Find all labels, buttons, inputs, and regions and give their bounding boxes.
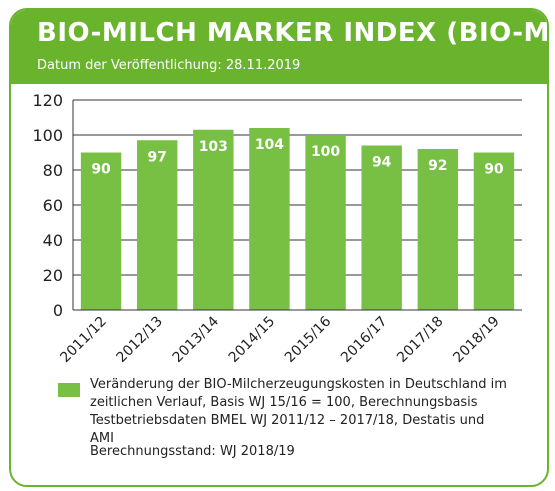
x-tick-label: 2018/19 (450, 314, 502, 366)
calculation-status: Berechnungsstand: WJ 2018/19 (90, 444, 295, 459)
y-tick-label: 80 (43, 161, 63, 180)
bar (193, 129, 234, 310)
bar (417, 149, 459, 310)
data-label: 90 (484, 162, 504, 178)
bar (361, 145, 402, 310)
data-label: 104 (255, 137, 284, 153)
bar (80, 152, 122, 310)
data-label: 97 (147, 149, 166, 165)
data-label: 94 (372, 155, 392, 171)
publication-date: Datum der Veröffentlichung: 28.11.2019 (37, 58, 301, 73)
header-banner: BIO-MILCH MARKER INDEX (BIO-MMI) Datum d… (11, 10, 547, 84)
bar (305, 135, 346, 310)
x-tick-label: 2015/16 (282, 313, 335, 366)
y-tick-label: 60 (43, 196, 63, 215)
y-tick-label: 0 (53, 301, 63, 320)
x-tick-label: 2012/13 (114, 314, 166, 366)
x-tick-label: 2014/15 (226, 314, 278, 366)
legend-swatch (58, 383, 80, 397)
y-tick-label: 100 (32, 126, 63, 145)
data-label: 92 (428, 158, 447, 174)
x-tick-label: 2011/12 (57, 314, 109, 366)
x-tick-label: 2016/17 (338, 314, 390, 366)
y-tick-label: 20 (43, 266, 63, 285)
data-label: 103 (199, 139, 228, 155)
x-tick-label: 2017/18 (394, 314, 446, 366)
bar (249, 128, 290, 310)
bar (136, 140, 178, 310)
data-label: 90 (91, 162, 111, 178)
y-tick-label: 40 (43, 231, 63, 250)
legend-text: Veränderung der BIO-Milcherzeugungskoste… (90, 377, 507, 446)
chart-title: BIO-MILCH MARKER INDEX (BIO-MMI) (37, 18, 549, 48)
bar (473, 152, 515, 310)
y-tick-label: 120 (32, 91, 63, 110)
x-tick-label: 2013/14 (170, 313, 223, 366)
data-label: 100 (311, 144, 340, 160)
